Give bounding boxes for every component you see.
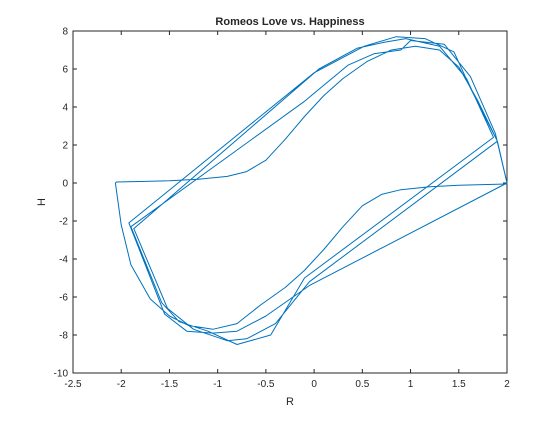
y-tick-label: -10	[54, 369, 69, 380]
y-tick-label: 4	[62, 103, 68, 114]
y-tick-label: 0	[62, 179, 68, 190]
y-axis-ticks: -10 -8 -6 -4 -2 0 2 4 6 8	[54, 27, 507, 380]
x-axis-ticks: -2.5 -2 -1.5 -1 -0.5 0 0.5 1 1.5 2	[64, 31, 510, 390]
chart-title: Romeos Love vs. Happiness	[215, 16, 364, 28]
y-axis-label: H	[36, 198, 48, 206]
x-tick-label: -2.5	[64, 379, 82, 390]
y-tick-label: -8	[59, 331, 68, 342]
x-tick-label: 0	[311, 379, 317, 390]
y-tick-label: -6	[59, 293, 68, 304]
axes-box	[72, 30, 508, 374]
x-tick-label: -2	[117, 379, 126, 390]
x-axis-label: R	[286, 396, 294, 408]
y-tick-label: -2	[59, 217, 68, 228]
series-line-0	[114, 36, 508, 345]
x-tick-label: -1.5	[161, 379, 179, 390]
y-tick-label: 6	[62, 65, 68, 76]
x-tick-label: -1	[213, 379, 222, 390]
x-tick-label: 0.5	[355, 379, 369, 390]
y-tick-label: -4	[59, 255, 68, 266]
x-tick-label: 2	[504, 379, 510, 390]
x-tick-label: 1	[408, 379, 414, 390]
y-tick-label: 2	[62, 141, 68, 152]
x-tick-label: 1.5	[452, 379, 466, 390]
x-tick-label: -0.5	[257, 379, 275, 390]
y-tick-label: 8	[62, 27, 68, 38]
series-layer	[114, 36, 508, 345]
